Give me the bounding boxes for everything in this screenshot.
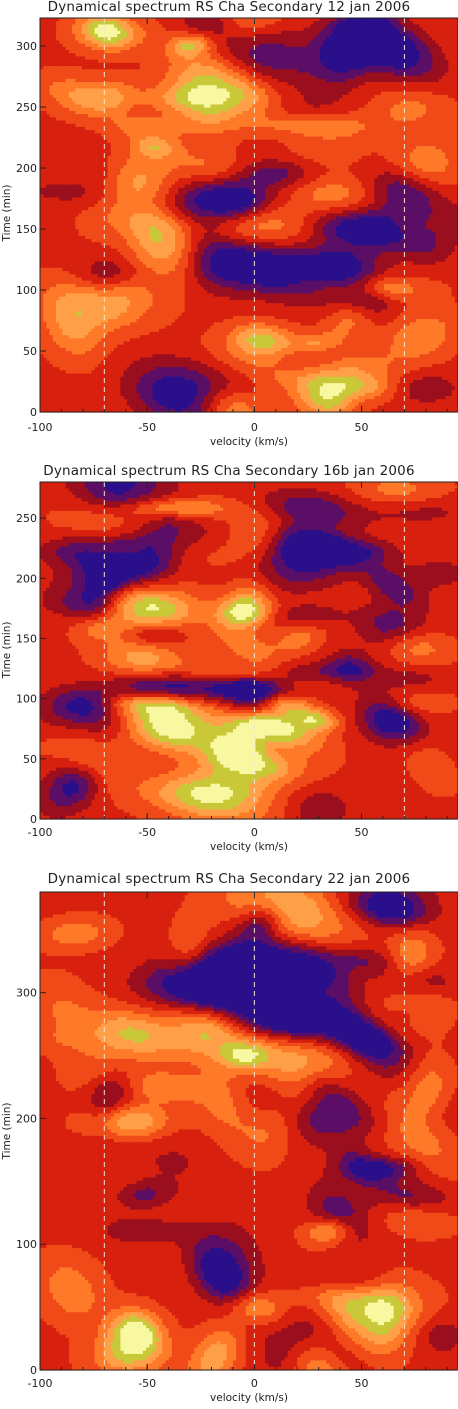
x-tick-label: -50	[138, 1377, 156, 1390]
y-tick-label: 150	[16, 223, 37, 236]
y-tick-label: 50	[23, 345, 37, 358]
spectrum-panel-3: Dynamical spectrum RS Cha Secondary 22 j…	[0, 868, 458, 1409]
x-tick-label: -100	[28, 421, 53, 434]
y-tick-label: 250	[16, 101, 37, 114]
chart-title: Dynamical spectrum RS Cha Secondary 12 j…	[0, 0, 458, 15]
heatmap-cells	[40, 482, 458, 820]
x-tick-label: -100	[28, 826, 53, 839]
heatmap-plot: -100 -50 0 50 0 50 100 150 200 250 300 velocity (km…	[1, 17, 458, 448]
y-tick-label: 100	[16, 693, 37, 706]
x-tick-label: 50	[355, 421, 369, 434]
y-tick-label: 50	[23, 753, 37, 766]
heatmap-plot: -100 -50 0 50 0 50 100 150 200 250 velocity (km/s)…	[1, 481, 458, 853]
x-tick-label: -50	[138, 421, 156, 434]
y-tick-label: 250	[16, 512, 37, 525]
y-axis-label: Time (min)	[1, 1102, 13, 1160]
x-axis-label: velocity (km/s)	[210, 841, 288, 853]
y-tick-label: 100	[16, 284, 37, 297]
y-tick-label: 0	[30, 406, 37, 419]
heatmap-plot: -100 -50 0 50 0 100 200 300 velocity (km/s) Time …	[1, 891, 458, 1404]
y-axis-label: Time (min)	[1, 184, 13, 242]
y-tick-label: 150	[16, 632, 37, 645]
plot-frame	[39, 17, 458, 413]
y-tick-label: 200	[16, 572, 37, 585]
x-tick-label: 50	[355, 826, 369, 839]
y-tick-label: 0	[30, 813, 37, 826]
y-tick-label: 0	[30, 1364, 37, 1377]
y-tick-label: 200	[16, 162, 37, 175]
x-tick-label: 0	[251, 421, 258, 434]
plot-frame	[39, 481, 458, 820]
x-tick-label: -100	[28, 1377, 53, 1390]
y-tick-label: 200	[16, 1112, 37, 1125]
heatmap-cells	[40, 18, 458, 413]
y-tick-label: 100	[16, 1238, 37, 1251]
y-tick-label: 300	[16, 40, 37, 53]
spectrum-panel-1: Dynamical spectrum RS Cha Secondary 12 j…	[0, 0, 458, 455]
heatmap-cells	[40, 892, 458, 1371]
plot-frame	[39, 891, 458, 1371]
x-axis-label: velocity (km/s)	[210, 1392, 288, 1404]
chart-title: Dynamical spectrum RS Cha Secondary 22 j…	[0, 871, 458, 887]
y-axis-label: Time (min)	[1, 621, 13, 679]
x-tick-label: 50	[355, 1377, 369, 1390]
x-tick-label: -50	[138, 826, 156, 839]
spectrum-panel-2: Dynamical spectrum RS Cha Secondary 16b …	[0, 460, 458, 860]
x-axis-label: velocity (km/s)	[210, 436, 288, 448]
y-tick-label: 300	[16, 987, 37, 1000]
x-tick-label: 0	[251, 1377, 258, 1390]
chart-title: Dynamical spectrum RS Cha Secondary 16b …	[0, 463, 458, 479]
x-tick-label: 0	[251, 826, 258, 839]
